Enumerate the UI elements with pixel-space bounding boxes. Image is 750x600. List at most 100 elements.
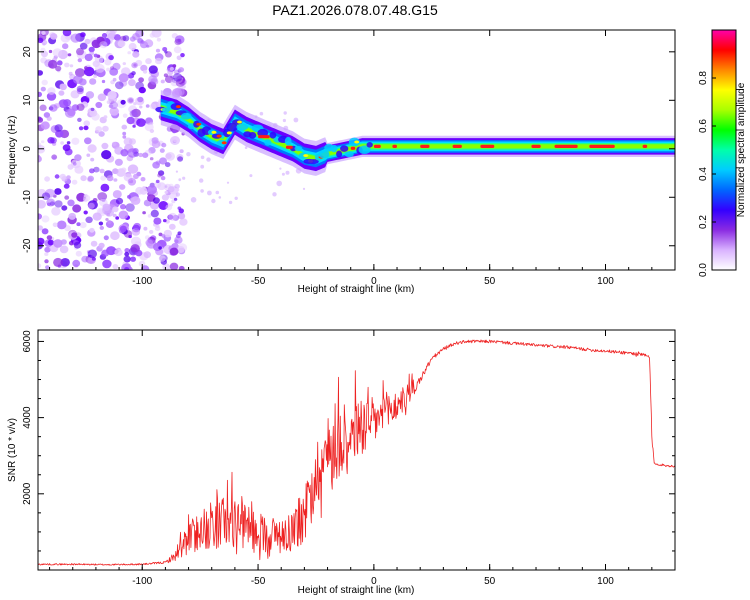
noise-speckle bbox=[200, 164, 205, 169]
noise-speckle bbox=[59, 83, 66, 89]
noise-speckle bbox=[93, 53, 98, 58]
noise-speckle bbox=[129, 110, 138, 118]
y-tick-label: 6000 bbox=[22, 330, 33, 353]
noise-speckle bbox=[40, 121, 50, 130]
noise-speckle bbox=[127, 148, 138, 158]
spectral-blob bbox=[358, 145, 371, 154]
noise-speckle bbox=[115, 216, 120, 220]
noise-speckle bbox=[95, 101, 103, 109]
noise-speckle bbox=[79, 222, 87, 229]
noise-speckle bbox=[163, 229, 172, 238]
spectral-peak bbox=[642, 144, 648, 148]
noise-speckle bbox=[83, 193, 88, 198]
noise-speckle bbox=[177, 156, 184, 162]
noise-speckle bbox=[69, 64, 74, 68]
noise-speckle bbox=[87, 249, 98, 259]
noise-speckle bbox=[44, 61, 49, 66]
noise-speckle bbox=[172, 64, 177, 68]
noise-speckle bbox=[122, 135, 127, 139]
noise-speckle bbox=[173, 69, 180, 75]
noise-speckle bbox=[179, 218, 188, 226]
noise-speckle bbox=[272, 192, 277, 197]
noise-speckle bbox=[211, 198, 216, 204]
noise-speckle bbox=[142, 211, 146, 215]
noise-speckle bbox=[44, 259, 49, 264]
snr-y-axis-label: SNR (10 * v/v) bbox=[7, 418, 18, 482]
noise-speckle bbox=[92, 60, 100, 68]
noise-speckle bbox=[66, 141, 71, 145]
noise-speckle bbox=[111, 141, 117, 146]
noise-speckle bbox=[126, 116, 135, 125]
noise-speckle bbox=[120, 204, 126, 210]
noise-speckle bbox=[38, 213, 42, 220]
noise-speckle bbox=[41, 140, 45, 144]
noise-speckle bbox=[114, 248, 123, 257]
snr-series-line bbox=[38, 339, 675, 566]
noise-speckle bbox=[162, 47, 168, 52]
noise-speckle bbox=[70, 159, 81, 169]
noise-speckle bbox=[138, 77, 145, 83]
snr-panel: -100 -50 0 50 100 2000 4000 6000 Height of stra… bbox=[7, 329, 676, 596]
noise-speckle bbox=[125, 203, 135, 212]
noise-speckle bbox=[52, 156, 56, 160]
spectral-peak bbox=[226, 131, 232, 135]
noise-speckle bbox=[259, 111, 264, 116]
noise-speckle bbox=[104, 59, 112, 66]
noise-speckle bbox=[72, 162, 77, 166]
noise-speckle bbox=[131, 62, 138, 69]
noise-speckle bbox=[173, 46, 182, 54]
noise-speckle bbox=[67, 53, 72, 57]
noise-speckle bbox=[95, 126, 103, 133]
spectral-peak bbox=[392, 144, 397, 148]
noise-speckle bbox=[158, 255, 166, 262]
noise-speckle bbox=[228, 200, 233, 205]
x-tick-label: -50 bbox=[251, 576, 266, 587]
noise-speckle bbox=[38, 237, 45, 245]
noise-speckle bbox=[135, 81, 145, 90]
noise-speckle bbox=[190, 197, 197, 203]
noise-speckle bbox=[61, 205, 68, 211]
spectral-peak bbox=[373, 144, 381, 148]
noise-speckle bbox=[87, 144, 97, 153]
noise-speckle bbox=[176, 55, 182, 61]
noise-speckle bbox=[102, 259, 112, 269]
noise-speckle bbox=[54, 188, 62, 195]
noise-speckle bbox=[149, 103, 157, 110]
colorbar-gradient bbox=[712, 30, 736, 270]
noise-speckle bbox=[279, 167, 282, 170]
spectral-blob bbox=[336, 150, 343, 158]
noise-speckle bbox=[160, 176, 166, 181]
noise-speckle bbox=[120, 149, 129, 157]
noise-speckle bbox=[74, 154, 82, 162]
noise-speckle bbox=[130, 196, 141, 205]
noise-speckle bbox=[115, 197, 124, 205]
noise-speckle bbox=[186, 152, 191, 157]
noise-speckle bbox=[249, 174, 253, 178]
spectral-peak bbox=[285, 145, 293, 149]
noise-speckle bbox=[164, 50, 168, 54]
spectrogram-plot-area bbox=[38, 30, 675, 270]
noise-speckle bbox=[113, 34, 121, 41]
noise-speckle bbox=[155, 224, 160, 228]
noise-speckle bbox=[60, 258, 70, 267]
noise-speckle bbox=[76, 103, 85, 111]
noise-speckle bbox=[122, 35, 130, 42]
noise-speckle bbox=[142, 152, 149, 158]
noise-speckle bbox=[77, 58, 83, 63]
x-tick-label: -100 bbox=[132, 276, 152, 287]
noise-speckle bbox=[70, 33, 81, 43]
noise-speckle bbox=[124, 248, 130, 253]
noise-speckle bbox=[145, 58, 152, 65]
noise-speckle bbox=[83, 125, 89, 131]
noise-speckle bbox=[234, 196, 238, 200]
noise-speckle bbox=[140, 265, 150, 270]
noise-speckle bbox=[132, 124, 136, 128]
noise-speckle bbox=[207, 190, 212, 196]
x-tick-label: -100 bbox=[132, 576, 152, 587]
noise-speckle bbox=[83, 210, 88, 215]
spectral-peak bbox=[354, 140, 360, 144]
noise-speckle bbox=[105, 30, 116, 39]
noise-speckle bbox=[54, 200, 63, 208]
noise-speckle bbox=[159, 157, 167, 165]
